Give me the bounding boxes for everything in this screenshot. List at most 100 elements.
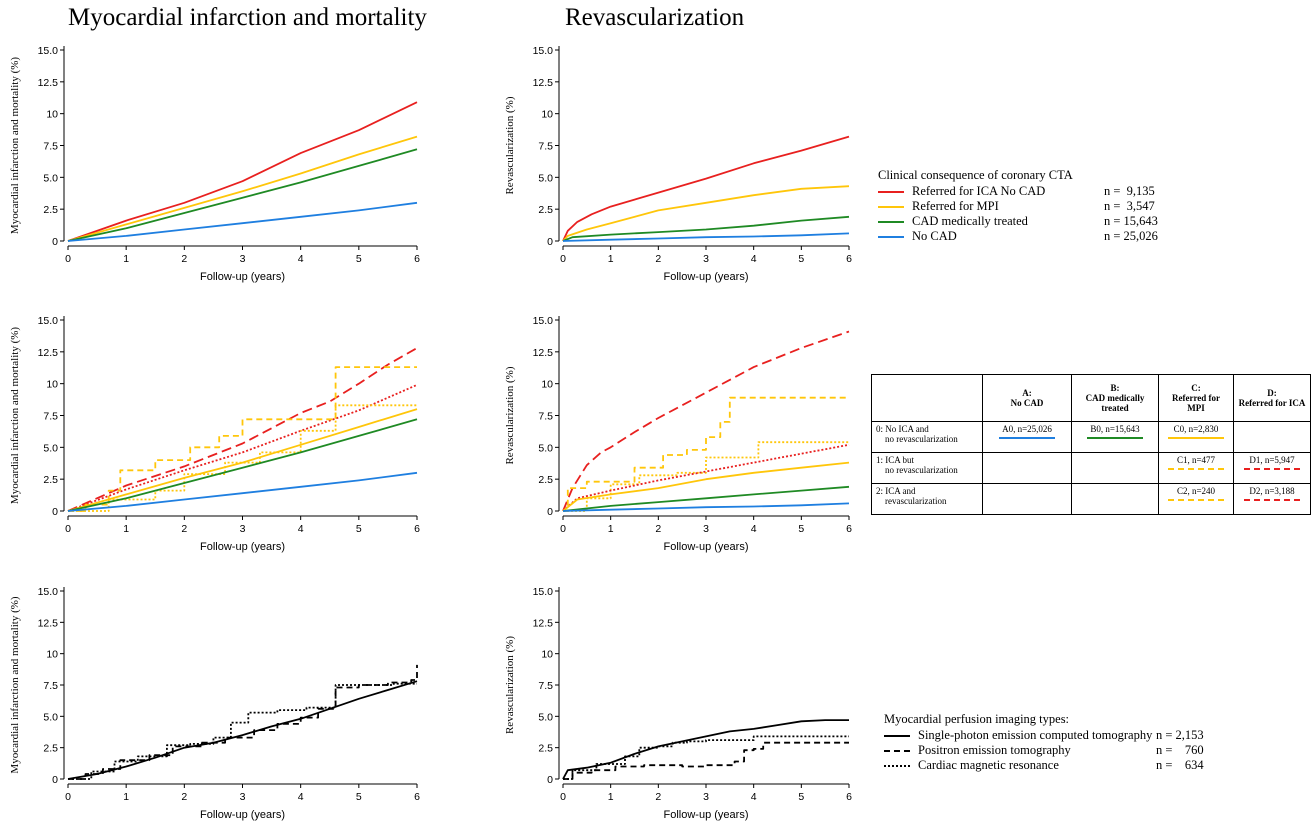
legend-label: Referred for ICA No CAD: [912, 184, 1046, 198]
y-tick-label: 10: [46, 379, 58, 391]
table-row-label: 0: No ICA and no revascularization: [871, 421, 983, 453]
x-tick-label: 0: [65, 253, 71, 265]
legend-item: Positron emission tomography n = 760: [884, 743, 1204, 758]
series-line-2: [67, 135, 418, 242]
table-cell: [982, 483, 1072, 515]
x-tick-label: 6: [414, 523, 420, 535]
x-tick-label: 1: [123, 523, 129, 535]
legend-count: n = 15,643: [1104, 214, 1158, 228]
legend-title: Clinical consequence of coronary CTA: [878, 168, 1073, 182]
x-tick-label: 4: [751, 253, 757, 265]
series-line-3: [68, 366, 417, 512]
series-line-5: [67, 408, 418, 512]
table-corner: [871, 374, 983, 422]
y-tick-label: 12.5: [38, 77, 59, 89]
x-axis-label: Follow-up (years): [200, 809, 285, 821]
y-axis-label: Myocardial infarction and mortality (%): [9, 327, 21, 504]
x-tick-label: 0: [65, 791, 71, 803]
legend-swatch: [878, 205, 904, 208]
y-tick-label: 5.0: [538, 711, 553, 723]
y-tick-label: 10: [541, 649, 553, 661]
table-cell-label: C2, n=240: [1176, 486, 1216, 496]
series-line-1: [562, 135, 850, 242]
series-line-2: [67, 384, 418, 512]
x-tick-label: 1: [608, 523, 614, 535]
x-tick-label: 3: [703, 253, 709, 265]
table-header-a: A: No CAD: [982, 374, 1072, 422]
x-tick-label: 5: [356, 253, 362, 265]
x-tick-label: 5: [356, 791, 362, 803]
series-line-2: [562, 185, 850, 242]
legend-item: Single-photon emission computed tomograp…: [884, 728, 1204, 743]
y-tick-label: 12.5: [533, 77, 554, 89]
x-tick-label: 3: [240, 791, 246, 803]
chart-panel-5: 0 2.5 5.0 7.5 10 12.5 15.0 0 1 2 3 4 5 6 Follow-up (ye…: [9, 586, 420, 821]
y-tick-label: 12.5: [38, 617, 59, 629]
y-tick-label: 10: [46, 649, 58, 661]
x-tick-label: 1: [123, 791, 129, 803]
x-tick-label: 6: [846, 253, 852, 265]
table-header-b: B: CAD medically treated: [1071, 374, 1159, 422]
table-cell-label: D2, n=3,188: [1249, 486, 1295, 496]
y-tick-label: 5.0: [43, 442, 58, 454]
y-tick-label: 10: [541, 379, 553, 391]
table-cell-swatch: [1168, 468, 1224, 470]
chart-panel-4: 0 2.5 5.0 7.5 10 12.5 15.0 0 1 2 3 4 5 6 Follow-up (ye…: [504, 315, 852, 553]
table-cell-label: C1, n=477: [1176, 455, 1216, 465]
x-tick-label: 2: [655, 253, 661, 265]
y-tick-label: 2.5: [538, 204, 553, 216]
x-tick-label: 6: [414, 253, 420, 265]
table-cell-swatch: [1168, 499, 1224, 501]
y-tick-label: 12.5: [38, 347, 59, 359]
table-cell-swatch: [1087, 437, 1143, 439]
y-tick-label: 0: [52, 506, 58, 518]
y-tick-label: 2.5: [43, 743, 58, 755]
legend-label: Cardiac magnetic resonance: [918, 758, 1059, 772]
y-tick-label: 2.5: [538, 743, 553, 755]
table-cell: B0, n=15,643: [1071, 421, 1159, 453]
legend-swatch: [884, 734, 910, 737]
series-line-4: [68, 404, 417, 512]
column-title-right: Revascularization: [565, 4, 745, 31]
table-row: 0: No ICA and no revascularization A0, n=…: [871, 421, 1311, 453]
series-line-6: [562, 485, 850, 512]
legend-count: n = 2,153: [1156, 728, 1204, 742]
legend-swatch: [878, 220, 904, 223]
series-line-3: [562, 215, 850, 242]
table-cell: A0, n=25,026: [982, 421, 1072, 453]
x-axis-label: Follow-up (years): [200, 271, 285, 283]
table-cell: [1071, 452, 1159, 484]
x-axis-label: Follow-up (years): [200, 541, 285, 553]
legend-item: Referred for ICA No CAD n = 9,135: [878, 184, 1155, 199]
table-cell: D1, n=5,947: [1233, 452, 1311, 484]
y-axis-label: Myocardial infarction and mortality (%): [9, 57, 21, 234]
x-tick-label: 2: [655, 523, 661, 535]
table-cell-swatch: [1244, 499, 1300, 501]
series-line-3: [563, 735, 849, 780]
table-cell-swatch: [1168, 437, 1224, 439]
table-cell-label: D1, n=5,947: [1249, 455, 1295, 465]
y-tick-label: 0: [547, 506, 553, 518]
x-tick-label: 2: [181, 523, 187, 535]
y-tick-label: 2.5: [43, 474, 58, 486]
table-cell: [1071, 483, 1159, 515]
table-cell: D2, n=3,188: [1233, 483, 1311, 515]
chart-panel-6: 0 2.5 5.0 7.5 10 12.5 15.0 0 1 2 3 4 5 6 Follow-up (ye…: [504, 586, 852, 821]
y-tick-label: 2.5: [538, 474, 553, 486]
y-tick-label: 10: [46, 109, 58, 121]
legend-label: Positron emission tomography: [918, 743, 1071, 757]
x-tick-label: 0: [560, 253, 566, 265]
legend-label: Referred for MPI: [912, 199, 999, 213]
x-tick-label: 6: [846, 523, 852, 535]
y-tick-label: 15.0: [38, 45, 59, 57]
x-tick-label: 4: [298, 253, 304, 265]
legend-item: Referred for MPI n = 3,547: [878, 199, 1155, 214]
y-tick-label: 7.5: [43, 411, 58, 423]
series-line-6: [67, 418, 418, 512]
table-row-label: 2: ICA and revascularization: [871, 483, 983, 515]
legend-title: Myocardial perfusion imaging types:: [884, 712, 1070, 726]
y-axis-label: Revascularization (%): [504, 636, 516, 734]
table-row: 2: ICA and revascularization C2, n=240 D2,…: [871, 483, 1311, 515]
legend-swatch: [884, 764, 910, 767]
